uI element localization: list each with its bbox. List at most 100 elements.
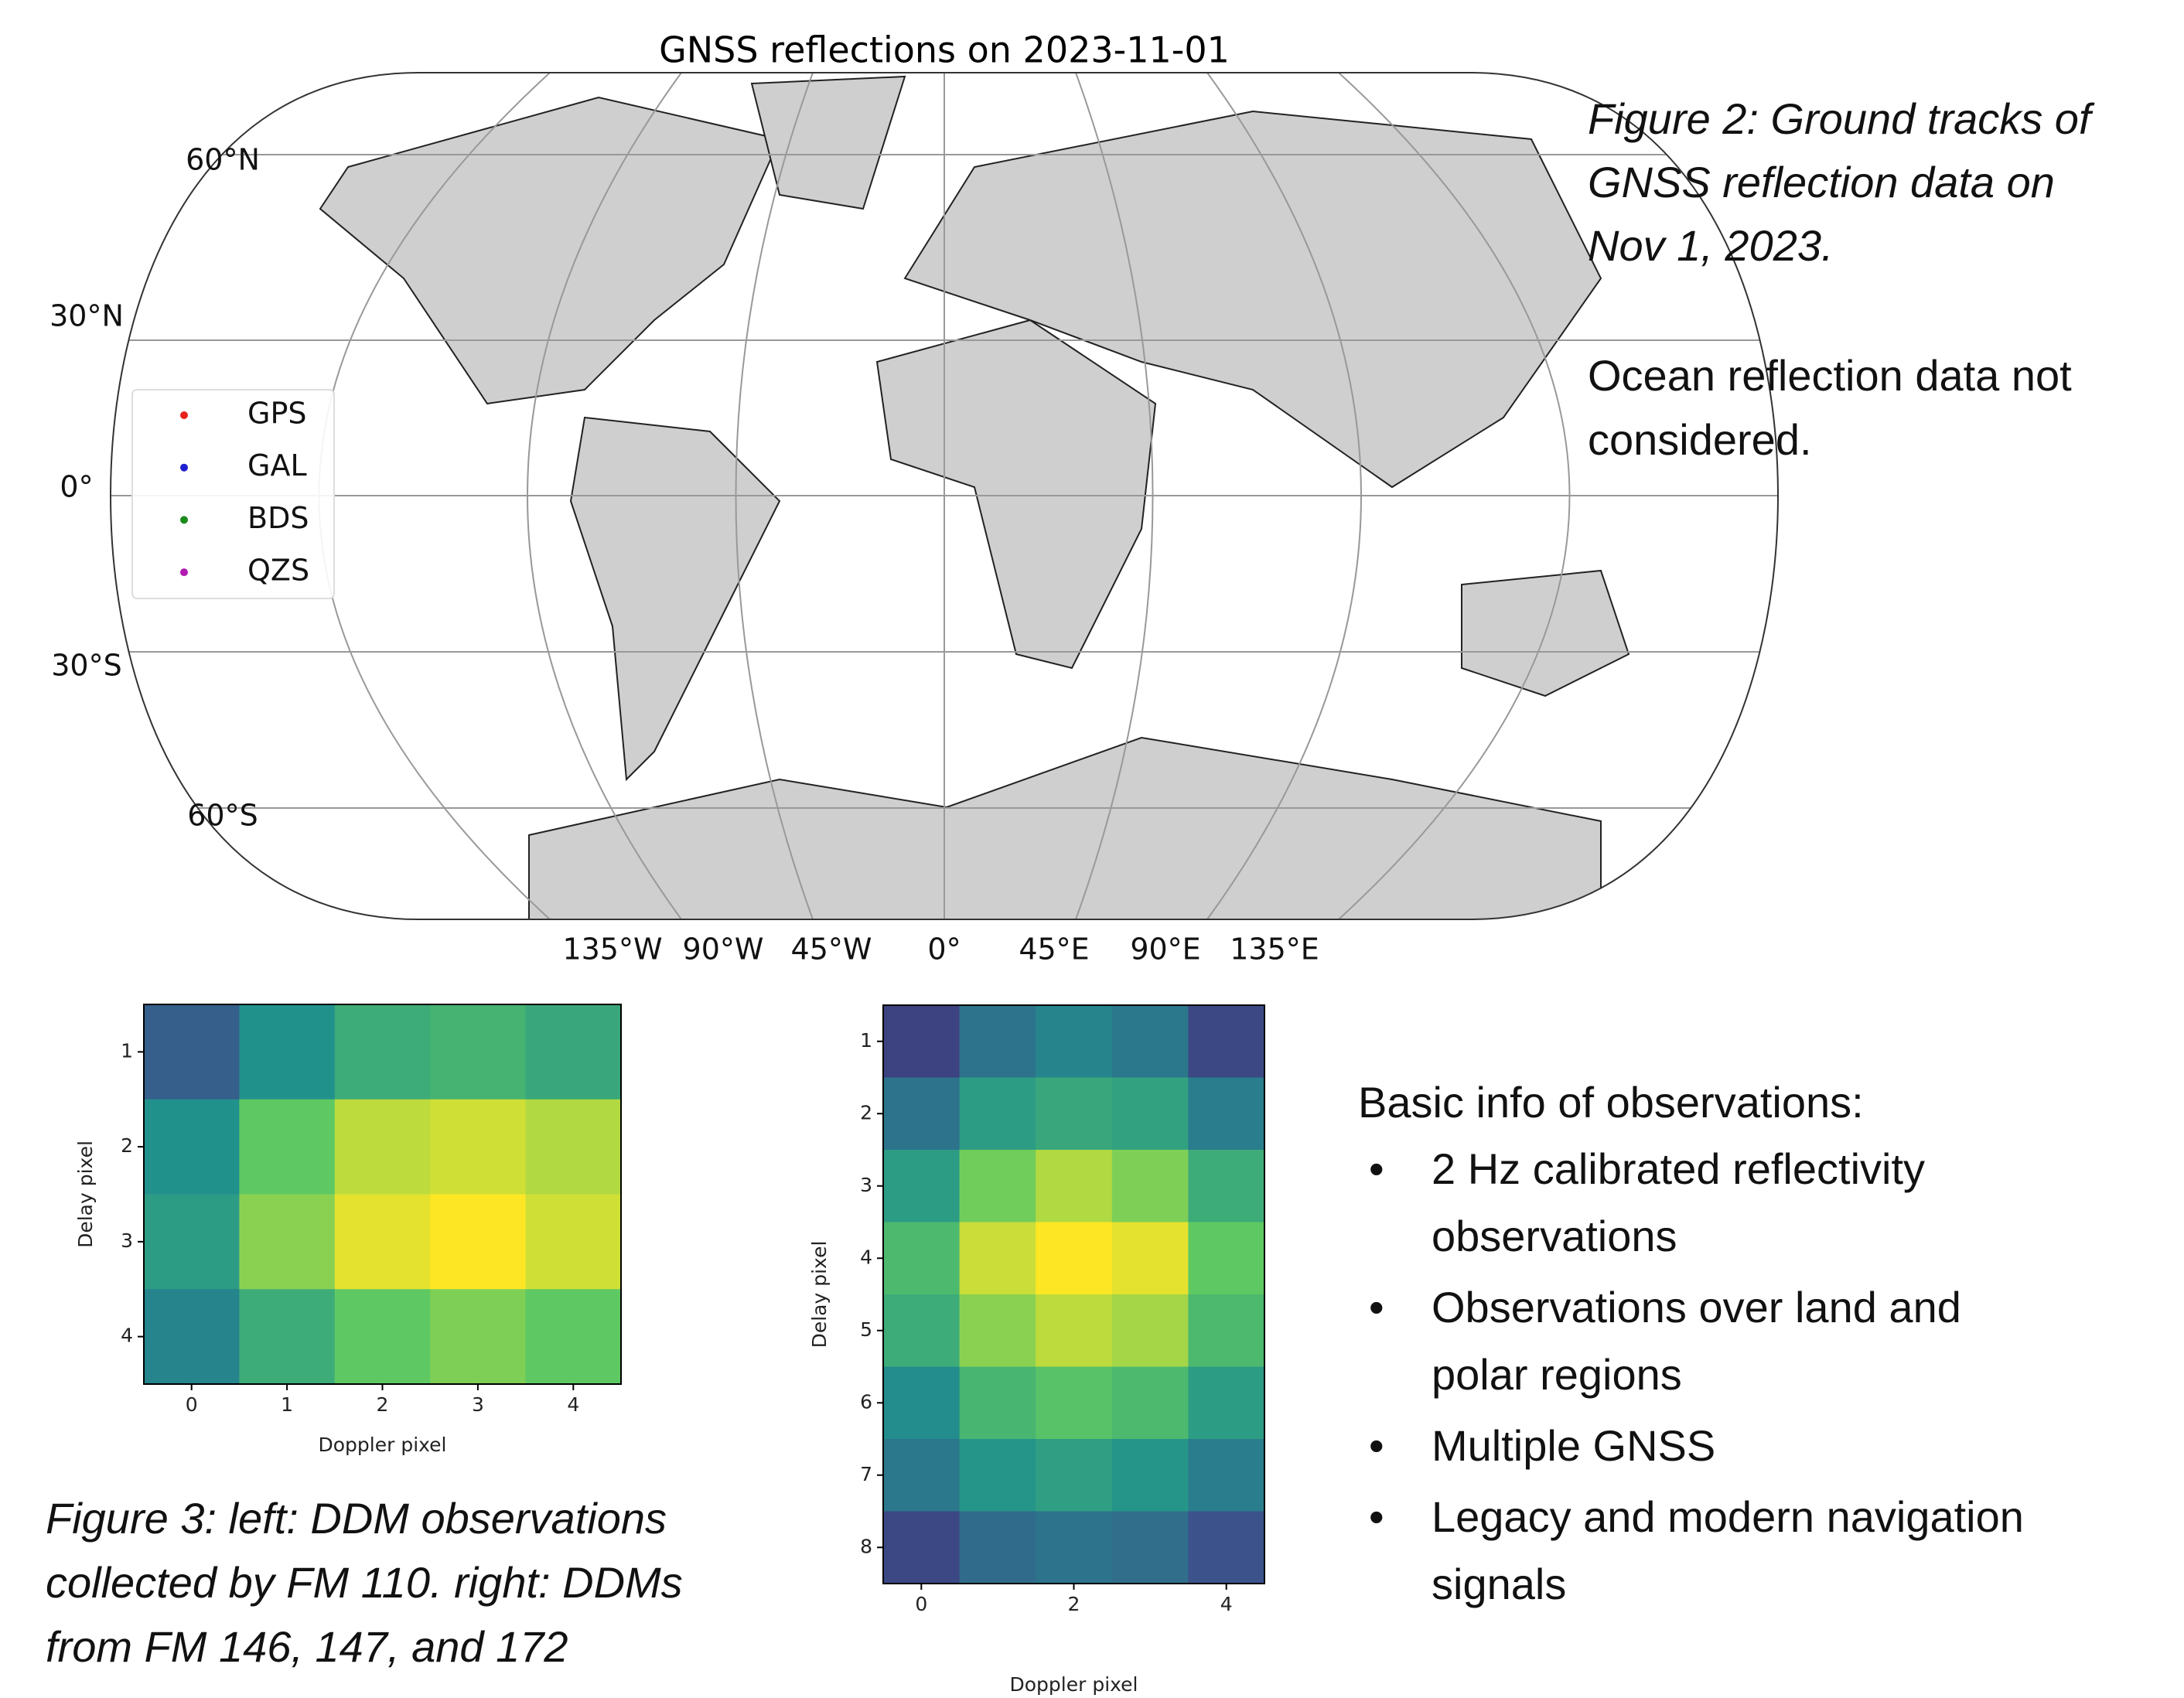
heatmap-cell xyxy=(1112,1005,1189,1078)
lon-label: 45°W xyxy=(791,933,872,967)
bullet-text: Observations over land and xyxy=(1432,1283,1961,1331)
lon-label: 135°E xyxy=(1230,933,1319,967)
y-tick-label: 3 xyxy=(121,1229,133,1252)
legend-marker xyxy=(180,568,188,576)
heatmap-cell xyxy=(883,1222,960,1295)
lat-label: 0° xyxy=(60,470,93,504)
y-axis-label: Delay pixel xyxy=(808,1241,831,1349)
heatmap-cell xyxy=(335,1100,431,1195)
heatmap-cell xyxy=(883,1078,960,1151)
heatmap-cell xyxy=(1036,1222,1112,1295)
x-tick-label: 2 xyxy=(1068,1593,1080,1615)
heatmap-cell xyxy=(144,1004,240,1100)
heatmap-cell xyxy=(1036,1150,1112,1222)
lon-label: 90°W xyxy=(683,933,764,967)
heatmap-cell xyxy=(239,1004,335,1100)
heatmap-cell xyxy=(144,1100,240,1195)
lat-label: 30°N xyxy=(49,299,124,333)
heatmap-cell xyxy=(239,1289,335,1384)
heatmap-cell xyxy=(526,1289,622,1384)
heatmap-cell xyxy=(1188,1222,1264,1295)
heatmap-cell xyxy=(1188,1294,1264,1367)
heatmap-cell xyxy=(239,1195,335,1290)
legend-marker xyxy=(180,411,188,419)
heatmap-cell xyxy=(1112,1439,1189,1512)
map-land xyxy=(77,70,1817,928)
heatmap-cell xyxy=(1036,1078,1112,1151)
figure-caption: collected by FM 110. right: DDMs xyxy=(46,1558,683,1607)
heatmap-cell xyxy=(430,1004,526,1100)
heatmap-cell xyxy=(144,1195,240,1290)
figure-caption: Figure 2: Ground tracks of xyxy=(1588,94,2095,143)
info-heading: Basic info of observations: xyxy=(1358,1078,1864,1127)
y-tick-label: 2 xyxy=(860,1101,872,1123)
heatmap-cell xyxy=(883,1439,960,1512)
note: Ocean reflection data not xyxy=(1588,351,2072,400)
y-tick-label: 2 xyxy=(121,1134,133,1157)
heatmap-cell xyxy=(430,1195,526,1290)
y-tick-label: 3 xyxy=(860,1174,872,1196)
heatmap-cell xyxy=(960,1005,1036,1078)
heatmap-cell xyxy=(1188,1005,1264,1078)
bullet-text: observations xyxy=(1432,1212,1677,1260)
lon-label: 0° xyxy=(927,933,961,967)
legend-label: QZS xyxy=(247,554,309,588)
heatmap-cell xyxy=(1188,1367,1264,1440)
heatmap-cell xyxy=(1112,1367,1189,1440)
heatmap-cell xyxy=(239,1100,335,1195)
bullet-text: signals xyxy=(1432,1560,1566,1608)
lat-label: 60°S xyxy=(187,799,258,833)
heatmap-cell xyxy=(526,1195,622,1290)
heatmap-cell xyxy=(1036,1439,1112,1512)
legend-label: GAL xyxy=(247,448,307,482)
y-axis-label: Delay pixel xyxy=(74,1141,97,1248)
heatmap-cell xyxy=(960,1294,1036,1367)
heatmap-cell xyxy=(430,1100,526,1195)
lat-label: 30°S xyxy=(51,649,121,683)
lat-label: 60°N xyxy=(186,143,260,177)
y-tick-label: 7 xyxy=(860,1463,872,1485)
x-tick-label: 3 xyxy=(472,1393,484,1416)
heatmap-cell xyxy=(1036,1512,1112,1584)
bullet-dot: • xyxy=(1369,1492,1384,1541)
y-tick-label: 6 xyxy=(860,1390,872,1413)
heatmap-cell xyxy=(1112,1294,1189,1367)
heatmap-cell xyxy=(883,1005,960,1078)
map-title: GNSS reflections on 2023-11-01 xyxy=(659,29,1230,71)
heatmap-cell xyxy=(883,1512,960,1584)
y-tick-label: 8 xyxy=(860,1535,872,1557)
x-axis-label: Doppler pixel xyxy=(1009,1673,1138,1696)
lon-label: 135°W xyxy=(562,933,662,967)
x-tick-label: 0 xyxy=(186,1393,198,1416)
heatmap-cell xyxy=(1036,1367,1112,1440)
figure-caption: from FM 146, 147, and 172 xyxy=(46,1622,568,1671)
y-tick-label: 1 xyxy=(121,1039,133,1062)
legend-marker xyxy=(180,516,188,523)
x-tick-label: 1 xyxy=(281,1393,293,1416)
heatmap-cell xyxy=(526,1100,622,1195)
note: considered. xyxy=(1588,415,1812,464)
heatmap-cell xyxy=(1036,1294,1112,1367)
bullet-dot: • xyxy=(1369,1283,1384,1331)
slide: GNSS reflections on 2023-11-01 60°N 30°N 0… xyxy=(0,0,2184,1698)
figure-caption: Figure 3: left: DDM observations xyxy=(46,1494,667,1543)
heatmap-cell xyxy=(430,1289,526,1384)
heatmap-cell xyxy=(960,1222,1036,1295)
legend-marker xyxy=(180,464,188,472)
y-tick-label: 5 xyxy=(860,1318,872,1341)
figure-caption: GNSS reflection data on xyxy=(1588,158,2055,206)
heatmap-cell xyxy=(960,1078,1036,1151)
heatmap-cell xyxy=(1112,1222,1189,1295)
heatmap-cell xyxy=(1112,1150,1189,1222)
heatmap-cell xyxy=(1036,1005,1112,1078)
bullet-dot: • xyxy=(1369,1144,1384,1193)
heatmap-cell xyxy=(335,1289,431,1384)
x-tick-label: 4 xyxy=(1220,1593,1233,1615)
x-tick-label: 0 xyxy=(915,1593,927,1615)
heatmap-cell xyxy=(960,1150,1036,1222)
heatmap-cell xyxy=(1188,1512,1264,1584)
y-tick-label: 1 xyxy=(860,1029,872,1052)
x-tick-label: 2 xyxy=(377,1393,389,1416)
y-tick-label: 4 xyxy=(121,1325,133,1347)
heatmap-cell xyxy=(960,1367,1036,1440)
